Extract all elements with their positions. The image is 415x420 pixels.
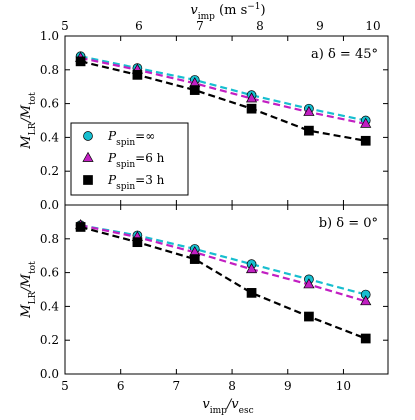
series-line-circle xyxy=(80,224,367,296)
x-tick-label-bottom: 10 xyxy=(336,379,351,393)
x-tick-label-top: 8 xyxy=(256,19,264,33)
data-point-square xyxy=(304,311,314,322)
data-point-triangle xyxy=(303,105,315,116)
panel-frame-2 xyxy=(64,204,389,375)
y-tick-label: 0.0 xyxy=(40,198,59,212)
y-axis-label: MLR/Mtot xyxy=(19,92,38,150)
data-point-square xyxy=(75,222,86,232)
series-line-square xyxy=(80,225,367,340)
data-point-square xyxy=(132,70,143,80)
data-point-triangle xyxy=(303,278,315,289)
data-point-triangle xyxy=(245,92,258,103)
x-tick-label-top: 5 xyxy=(61,19,69,33)
panel-label: b) δ = 0° xyxy=(319,216,378,231)
series-line-circle xyxy=(80,55,366,122)
y-tick-label: 0.4 xyxy=(40,130,59,144)
series-line-square xyxy=(80,60,366,142)
data-point-square xyxy=(83,175,93,185)
y-tick-label: 0.6 xyxy=(40,266,59,280)
data-point-square xyxy=(360,333,371,344)
x-tick-label-bottom: 5 xyxy=(61,379,69,393)
data-point-triangle xyxy=(360,117,372,128)
x-tick-label-top: 10 xyxy=(365,19,380,33)
x-tick-label-top: 6 xyxy=(135,19,143,33)
legend-entry-label: Pspin=∞ xyxy=(107,129,155,148)
data-point-triangle xyxy=(245,262,258,274)
data-point-square xyxy=(246,288,257,298)
series-line-triangle xyxy=(80,224,367,303)
y-tick-label: 0.4 xyxy=(40,299,59,313)
legend: Pspin=∞ Pspin=6 h Pspin=3 h xyxy=(70,122,189,196)
data-point-square xyxy=(246,103,257,114)
data-point-square xyxy=(75,56,86,67)
x-tick-label-bottom: 9 xyxy=(284,379,292,393)
y-tick-label: 0.8 xyxy=(40,232,59,246)
legend-entry-label: Pspin=6 h xyxy=(107,151,165,170)
data-point-square xyxy=(189,254,200,264)
x-tick-label-top: 9 xyxy=(316,19,324,33)
data-point-square xyxy=(360,135,371,146)
data-point-triangle xyxy=(82,151,94,162)
x-axis-label: vimp/vesc xyxy=(202,397,253,415)
data-point-square xyxy=(132,237,143,248)
x-tick-label-bottom: 6 xyxy=(117,379,125,393)
y-tick-label: 0.8 xyxy=(40,63,59,77)
panel-label: a) δ = 45° xyxy=(311,47,378,62)
data-point-square xyxy=(189,85,200,95)
x-tick-label-top: 7 xyxy=(196,19,204,33)
top-axis-label: vimp (m s−1) xyxy=(190,2,265,22)
data-point-square xyxy=(304,125,314,136)
y-tick-label: 0.0 xyxy=(40,367,59,381)
y-axis-label: MLR/Mtot xyxy=(19,261,38,319)
x-tick-label-bottom: 7 xyxy=(173,379,181,393)
series-line-triangle xyxy=(80,56,366,125)
legend-entry-label: Pspin=3 h xyxy=(107,173,165,192)
y-tick-label: 1.0 xyxy=(40,29,59,43)
x-tick-label-bottom: 8 xyxy=(228,379,236,393)
data-point-circle xyxy=(83,131,93,141)
y-tick-label: 0.6 xyxy=(40,97,59,111)
y-tick-label: 0.2 xyxy=(40,333,59,347)
y-tick-label: 0.2 xyxy=(40,164,59,178)
data-point-triangle xyxy=(360,295,372,306)
